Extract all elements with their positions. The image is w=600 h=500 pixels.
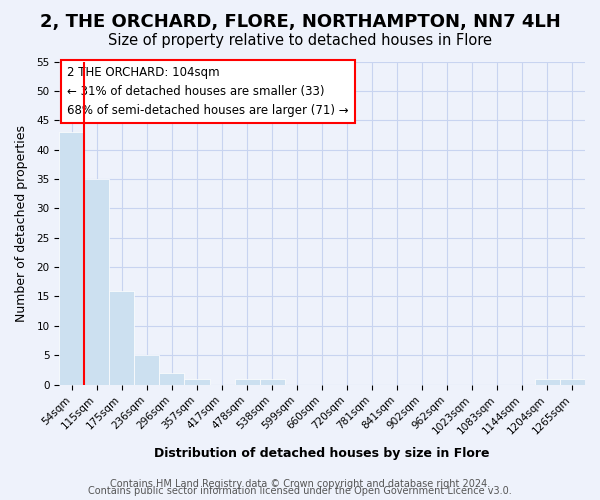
Bar (184, 378, 209, 384)
Text: 2 THE ORCHARD: 104sqm
← 31% of detached houses are smaller (33)
68% of semi-deta: 2 THE ORCHARD: 104sqm ← 31% of detached … (67, 66, 349, 118)
Text: Contains HM Land Registry data © Crown copyright and database right 2024.: Contains HM Land Registry data © Crown c… (110, 479, 490, 489)
Bar (85, 179, 109, 384)
Bar (560, 378, 585, 384)
Bar (535, 378, 560, 384)
Text: Contains public sector information licensed under the Open Government Licence v3: Contains public sector information licen… (88, 486, 512, 496)
Y-axis label: Number of detached properties: Number of detached properties (15, 124, 28, 322)
Bar (109, 290, 134, 384)
Bar (59, 132, 85, 384)
Bar (134, 355, 160, 384)
Text: Size of property relative to detached houses in Flore: Size of property relative to detached ho… (108, 32, 492, 48)
Bar (160, 373, 184, 384)
X-axis label: Distribution of detached houses by size in Flore: Distribution of detached houses by size … (154, 447, 490, 460)
Bar (260, 378, 284, 384)
Text: 2, THE ORCHARD, FLORE, NORTHAMPTON, NN7 4LH: 2, THE ORCHARD, FLORE, NORTHAMPTON, NN7 … (40, 12, 560, 30)
Bar (235, 378, 260, 384)
